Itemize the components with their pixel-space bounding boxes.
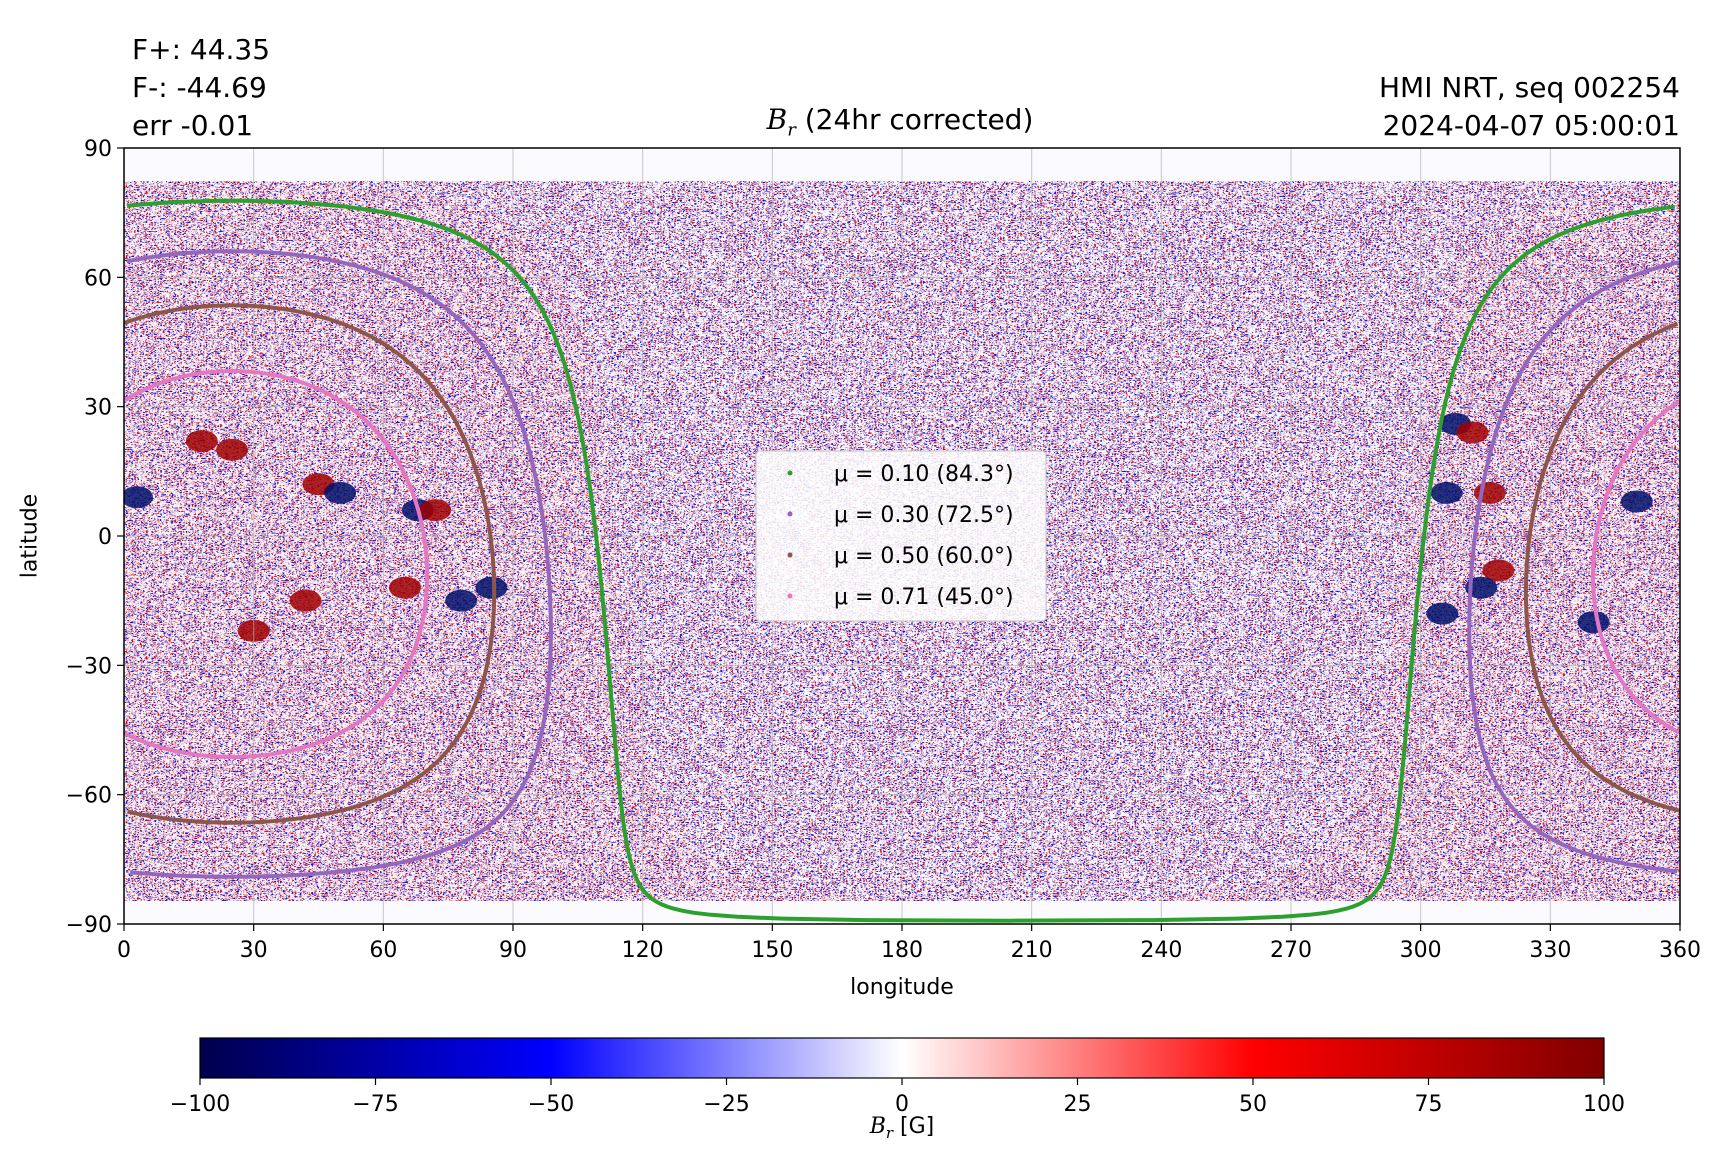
active-region-negative (445, 589, 478, 612)
flux-positive: F+: 44.35 (132, 33, 271, 66)
colorbar-tick-label: 100 (1583, 1092, 1625, 1117)
y-tick-label: 30 (84, 396, 112, 421)
x-tick-label: 30 (240, 938, 268, 963)
active-region-positive (419, 499, 452, 522)
active-region-positive (216, 438, 249, 461)
mu-contour-0-3 (126, 249, 1680, 879)
mu-contour-0-71 (124, 369, 1680, 759)
active-regions (124, 412, 1653, 642)
x-tick-label: 360 (1659, 938, 1701, 963)
mu-contours (124, 198, 1680, 923)
x-axis-label: longitude (850, 975, 954, 1000)
x-tick-label: 90 (499, 938, 527, 963)
active-region-negative (1465, 576, 1498, 599)
x-tick-label: 180 (881, 938, 923, 963)
flux-error: err -0.01 (132, 109, 254, 142)
colorbar-tick-label: −100 (170, 1092, 230, 1117)
colorbar-tick-label: 0 (895, 1092, 909, 1117)
x-tick-label: 0 (117, 938, 131, 963)
y-axis-ticks: 90 60 30 0 −30 −60 −90 (66, 137, 124, 938)
x-tick-label: 210 (1011, 938, 1053, 963)
y-tick-label: 0 (98, 525, 112, 550)
x-tick-label: 240 (1140, 938, 1182, 963)
legend-label: μ = 0.30 (72.5°) (834, 503, 1014, 528)
y-tick-label: −60 (66, 784, 112, 809)
legend-label: μ = 0.10 (84.3°) (834, 462, 1014, 487)
y-tick-label: 90 (84, 137, 112, 162)
y-tick-label: −90 (66, 913, 112, 938)
colorbar-tick-label: 50 (1239, 1092, 1267, 1117)
x-tick-label: 270 (1270, 938, 1312, 963)
data-source: HMI NRT, seq 002254 (1378, 71, 1680, 104)
chart-title: Br (24hr corrected) (766, 103, 1034, 141)
colorbar-tick-label: −50 (528, 1092, 574, 1117)
x-tick-label: 120 (622, 938, 664, 963)
active-region-negative (1620, 490, 1653, 513)
colorbar-label: Br [G] (869, 1113, 935, 1143)
x-tick-label: 60 (369, 938, 397, 963)
colorbar-tick-label: −75 (352, 1092, 398, 1117)
legend-label: μ = 0.50 (60.0°) (834, 544, 1014, 569)
mu-contour-0-1 (126, 198, 1676, 923)
active-region-positive (289, 589, 322, 612)
legend-marker (787, 593, 793, 599)
y-tick-label: 60 (84, 266, 112, 291)
active-region-positive (185, 430, 218, 453)
active-region-negative (324, 481, 357, 504)
active-region-negative (475, 576, 508, 599)
colorbar-tick-label: 25 (1064, 1092, 1092, 1117)
x-tick-label: 150 (751, 938, 793, 963)
observation-timestamp: 2024-04-07 05:00:01 (1382, 109, 1680, 142)
colorbar-ticks: −100 −75 −50 −25 0 25 50 75 100 (170, 1078, 1625, 1117)
legend: μ = 0.10 (84.3°) μ = 0.30 (72.5°) μ = 0.50… (755, 450, 1047, 622)
x-axis-ticks: 0 30 60 90 120 150 180 210 240 270 300 330 360 (117, 924, 1701, 963)
legend-label: μ = 0.71 (45.0°) (834, 585, 1014, 610)
mu-contour-0-5 (124, 303, 1680, 825)
x-tick-label: 300 (1400, 938, 1442, 963)
colorbar-tick-label: −25 (703, 1092, 749, 1117)
legend-marker (787, 511, 793, 517)
active-region-negative (1577, 611, 1610, 634)
active-region-positive (1456, 421, 1489, 444)
active-region-negative (124, 486, 153, 509)
active-region-positive (1482, 559, 1515, 582)
y-tick-label: −30 (66, 654, 112, 679)
active-region-negative (1426, 602, 1459, 625)
colorbar-tick-label: 75 (1415, 1092, 1443, 1117)
active-region-positive (388, 576, 421, 599)
y-axis-label: latitude (17, 493, 43, 579)
legend-marker (787, 552, 793, 558)
colorbar (199, 1037, 1605, 1079)
active-region-negative (1430, 481, 1463, 504)
legend-marker (787, 470, 793, 476)
flux-negative: F-: -44.69 (132, 71, 267, 104)
x-tick-label: 330 (1529, 938, 1571, 963)
